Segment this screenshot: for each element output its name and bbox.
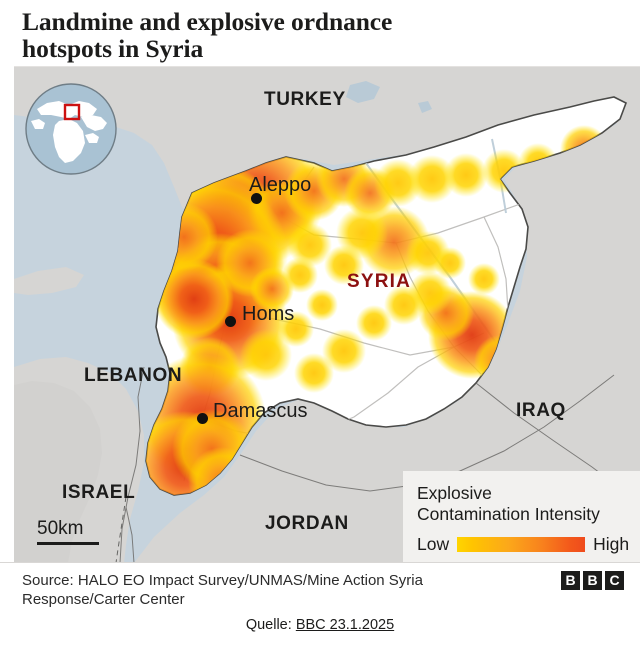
hotspot-palmyra-sw	[294, 353, 334, 393]
city-dot-homs	[225, 316, 236, 327]
page-title: Landmine and explosive ordnance hotspots…	[22, 7, 393, 63]
scale-bar-label: 50km	[37, 518, 84, 539]
map-graphic	[14, 67, 640, 562]
lake-north-small	[418, 101, 432, 113]
legend-color-ramp	[457, 537, 586, 552]
hotspot-euphrates-bend	[288, 223, 332, 267]
hotspot-desert-2	[306, 289, 338, 321]
hotspot-central-2	[282, 257, 318, 293]
source-footer: Source: HALO EO Impact Survey/UNMAS/Mine…	[0, 562, 640, 612]
source-text: Source: HALO EO Impact Survey/UNMAS/Mine…	[22, 572, 423, 608]
globe-locator-inset	[25, 83, 117, 175]
bbc-logo-letter-2: B	[583, 571, 602, 590]
map-canvas[interactable]: TURKEY SYRIA LEBANON IRAQ ISRAEL JORDAN …	[14, 66, 640, 562]
hotspot-desert-4	[468, 263, 500, 295]
landmass-coastal-strip	[14, 381, 102, 562]
legend-title: Explosive Contamination Intensity	[417, 483, 600, 524]
scale-bar: 50km	[37, 519, 99, 545]
hotspot-valley-2	[384, 285, 424, 325]
landmass-iraq-jordan	[134, 107, 640, 562]
caption: Quelle: BBC 23.1.2025	[0, 617, 640, 633]
legend-panel: Explosive Contamination Intensity Low Hi…	[403, 471, 640, 562]
hotspot-coastal-mountains	[154, 259, 234, 339]
hotspot-valley-3	[356, 305, 392, 341]
hotspot-desert-3	[434, 247, 466, 279]
city-dot-aleppo	[251, 193, 262, 204]
bbc-logo: B B C	[561, 571, 624, 590]
title-block: Landmine and explosive ordnance hotspots…	[0, 0, 640, 66]
legend-high-label: High	[593, 534, 630, 554]
syria-locator-box	[63, 103, 81, 121]
lake-north	[346, 81, 380, 103]
island-cyprus	[14, 267, 84, 295]
legend-scale-row: Low High	[417, 534, 640, 555]
hotspot-desert-1	[278, 311, 314, 347]
scale-bar-rule	[37, 542, 99, 545]
city-dot-damascus	[197, 413, 208, 424]
globe-continents	[31, 101, 107, 163]
hotspot-north-border-2	[408, 155, 456, 203]
hotspot-homs-east	[240, 329, 292, 381]
caption-link[interactable]: BBC 23.1.2025	[295, 617, 395, 633]
landmass-turkey	[14, 67, 640, 217]
hotspot-palmyra	[322, 329, 366, 373]
bbc-logo-letter-3: C	[605, 571, 624, 590]
legend-low-label: Low	[417, 534, 450, 554]
bbc-logo-letter-1: B	[561, 571, 580, 590]
hotspot-central-north	[324, 245, 364, 285]
dashed-border	[115, 496, 127, 562]
caption-prefix: Quelle:	[245, 617, 296, 633]
hotspot-north-border-3	[444, 153, 488, 197]
